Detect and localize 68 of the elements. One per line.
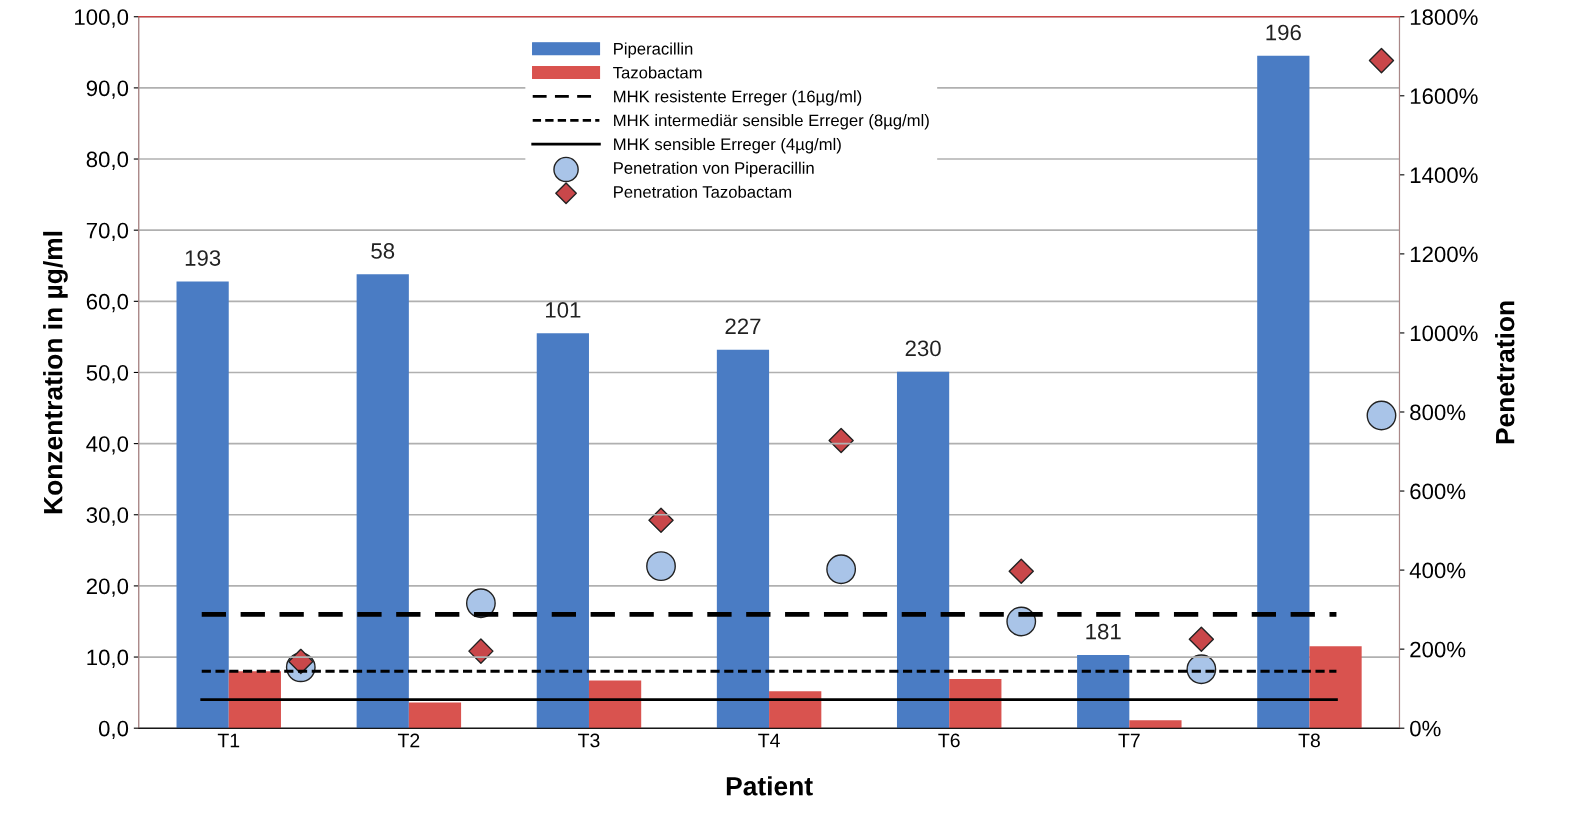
bar [588, 680, 642, 729]
point [468, 638, 494, 664]
y2-tick-label: 1800% [1410, 9, 1478, 26]
y-tick-label: 90,0 [86, 80, 129, 99]
bar [176, 281, 229, 729]
y-tick-label: 0,0 [98, 720, 129, 740]
y2-tick-label: 1400% [1410, 167, 1478, 184]
point [646, 551, 676, 582]
bar [1129, 720, 1182, 729]
y2-tick-label: 1600% [1410, 88, 1478, 105]
point [1368, 47, 1395, 74]
annotation: 101 [546, 302, 581, 318]
legend-label: MHK sensible Erreger (4µg/ml) [614, 137, 841, 154]
bar [408, 702, 462, 729]
y-tick-label: 20,0 [86, 578, 129, 597]
x-tick-label: T8 [1298, 733, 1320, 748]
y2-tick-label: 1200% [1410, 246, 1478, 263]
bar [228, 671, 281, 729]
y-tick-label: 70,0 [86, 222, 129, 242]
bar [1257, 55, 1310, 729]
y-axis-title: Konzentration in µg/ml [43, 231, 68, 514]
point [1008, 558, 1034, 584]
x-axis-title: Patient [726, 776, 813, 796]
annotation: 58 [371, 243, 395, 259]
bar [1309, 646, 1362, 729]
y2-tick-label: 200% [1410, 641, 1466, 658]
annotation: 196 [1266, 24, 1301, 41]
y2-tick-label: 600% [1410, 483, 1466, 500]
y-tick-label: 60,0 [86, 293, 129, 313]
legend-label: Penetration Tazobactam [614, 185, 792, 198]
x-tick-label: T2 [397, 733, 420, 748]
y2-axis-title: Penetration [1495, 301, 1515, 444]
y2-tick-label: 400% [1409, 562, 1466, 579]
y-tick-label: 80,0 [86, 151, 129, 170]
x-tick-label: T1 [217, 733, 240, 748]
legend-label: MHK intermediär sensible Erreger (8µg/ml) [614, 114, 929, 130]
point [648, 507, 674, 534]
legend-label: Penetration von Piperacillin [614, 161, 814, 178]
y-tick-label: 30,0 [86, 507, 129, 526]
annotation: 227 [725, 318, 761, 334]
legend-label: MHK resistente Erreger (16µg/ml) [614, 90, 862, 106]
bar [1077, 654, 1130, 729]
x-tick-label: T7 [1118, 733, 1140, 748]
point [1366, 400, 1397, 431]
bar [896, 371, 950, 729]
point [828, 427, 854, 454]
y2-tick-label: 0% [1410, 720, 1441, 737]
y-tick-label: 50,0 [86, 365, 129, 384]
y-tick-label: 100,0 [75, 9, 129, 28]
annotation: 193 [185, 250, 221, 266]
annotation: 181 [1086, 623, 1121, 640]
x-tick-label: T6 [938, 733, 960, 748]
y-tick-label: 10,0 [87, 649, 129, 668]
bar [356, 274, 409, 729]
x-tick-label: T3 [578, 733, 600, 748]
legend-label: Piperacillin [614, 42, 693, 58]
bar [536, 333, 589, 729]
legend-label: Tazobactam [613, 66, 702, 79]
bar [769, 691, 822, 729]
x-tick-label: T4 [758, 733, 780, 748]
point [826, 554, 857, 585]
y-tick-label: 40,0 [86, 436, 129, 455]
y2-tick-label: 1000% [1410, 325, 1478, 342]
y2-tick-label: 800% [1410, 404, 1466, 421]
annotation: 230 [905, 340, 941, 357]
bar [716, 349, 770, 729]
bar [949, 679, 1002, 729]
point [1188, 626, 1215, 652]
